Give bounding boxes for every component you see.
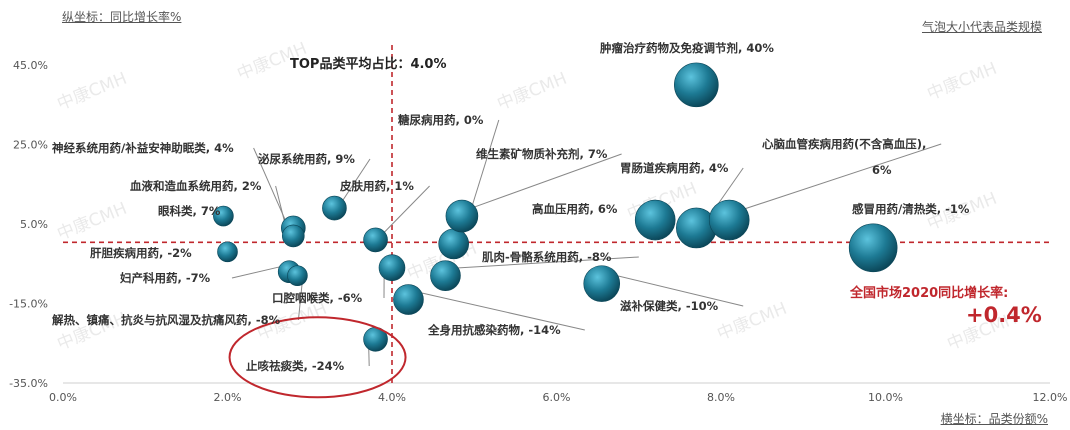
leader-line (253, 147, 287, 223)
bubble-label: 肿瘤治疗药物及免疫调节剂, 40% (600, 41, 774, 55)
axes: 0.0% 2.0% 4.0% 6.0% 8.0% 10.0% 12.0% 45.0% 25.0%… (9, 59, 1067, 404)
bubble (445, 199, 479, 233)
leader-line (454, 256, 639, 269)
bubble-label: 泌尿系统用药, 9% (258, 152, 355, 166)
bubble-label: 高血压用药, 6% (532, 202, 618, 216)
bubble-label: 感冒用药/清热类, -1% (852, 202, 970, 216)
bubble-label: 糖尿病用药, 0% (398, 113, 484, 127)
highlight-ellipse (228, 316, 407, 399)
bubble-label: 眼科类, 7% (158, 204, 221, 218)
bubble-label-continued: 6% (872, 163, 892, 177)
leader-line (382, 185, 430, 235)
bubble (708, 199, 750, 241)
watermark-text: 中康CMH (54, 69, 129, 115)
watermark-text: 中康CMH (494, 69, 569, 115)
bubble (634, 199, 676, 241)
bubble-labels: 肿瘤治疗药物及免疫调节剂, 40% 神经系统用药/补益安神助眠类, 4% 泌尿系统用… (52, 41, 970, 373)
bubble-label: 妇产科用药, -7% (119, 271, 211, 285)
x-tick-label: 8.0% (707, 391, 735, 404)
leader-line (471, 153, 622, 209)
bubble-label: 心脑血管疾病用药(不含高血压), (762, 137, 926, 151)
y-tick-label: 25.0% (13, 139, 48, 152)
watermark-text: 中康CMH (54, 199, 129, 245)
bubble-label: 口腔咽喉类, -6% (272, 291, 363, 305)
bubble-label: 肌肉-骨骼系统用药, -8% (482, 250, 612, 264)
bubble (848, 223, 898, 273)
bubble (281, 224, 305, 248)
bubble-size-note: 气泡大小代表品类规模 (921, 20, 1042, 34)
x-tick-label: 6.0% (543, 391, 571, 404)
bubble (363, 227, 388, 253)
leader-line (341, 158, 371, 203)
x-tick-label: 12.0% (1033, 391, 1068, 404)
leader-lines (231, 119, 942, 367)
bubble (378, 254, 406, 282)
y-tick-label: -35.0% (9, 377, 48, 390)
market-growth-value: +0.4% (966, 303, 1042, 327)
bubble-label: 解热、镇痛、抗炎与抗风湿及抗痛风药, -8% (52, 313, 281, 327)
x-tick-label: 2.0% (214, 391, 242, 404)
bubble-label: 胃肠道疾病用药, 4% (620, 161, 729, 175)
y-tick-label: -15.0% (9, 298, 48, 311)
bubble (583, 265, 621, 302)
bubble-label: 全身用抗感染药物, -14% (427, 323, 561, 337)
x-axis-note: 横坐标：品类份额% (940, 412, 1048, 426)
watermark-text: 中康CMH (714, 299, 789, 345)
market-growth-label: 全国市场2020同比增长率: (849, 285, 1008, 301)
x-tick-label: 0.0% (49, 391, 77, 404)
leader-line (612, 274, 744, 307)
leader-line (417, 291, 585, 331)
bubble (430, 260, 461, 291)
y-tick-label: 5.0% (20, 218, 48, 231)
watermark-text: 中康CMH (924, 59, 999, 105)
y-axis-note: 纵坐标：同比增长率% (62, 10, 182, 24)
bubble-label: 神经系统用药/补益安神助眠类, 4% (52, 141, 234, 155)
x-tick-label: 10.0% (868, 391, 903, 404)
leader-line (741, 143, 942, 211)
bubbles (213, 62, 898, 399)
bubble-label: 维生素矿物质补充剂, 7% (476, 147, 608, 161)
leader-line (231, 265, 283, 279)
bubble (287, 265, 308, 286)
bubble-label: 皮肤用药, 1% (339, 179, 414, 193)
bubble (674, 62, 719, 108)
bubble (213, 205, 234, 227)
average-share-label: TOP品类平均占比：4.0% (290, 56, 447, 72)
bubble-label: 止咳祛痰类, -24% (246, 359, 345, 373)
bubble-label: 肝胆疾病用药, -2% (90, 246, 192, 260)
y-tick-label: 45.0% (13, 59, 48, 72)
bubble (217, 241, 238, 263)
bubble (438, 228, 469, 260)
bubble (322, 195, 347, 221)
x-tick-label: 4.0% (378, 391, 406, 404)
bubble-label: 滋补保健类, -10% (620, 299, 719, 313)
bubble-label: 血液和造血系统用药, 2% (130, 179, 262, 193)
bubble (393, 284, 424, 315)
